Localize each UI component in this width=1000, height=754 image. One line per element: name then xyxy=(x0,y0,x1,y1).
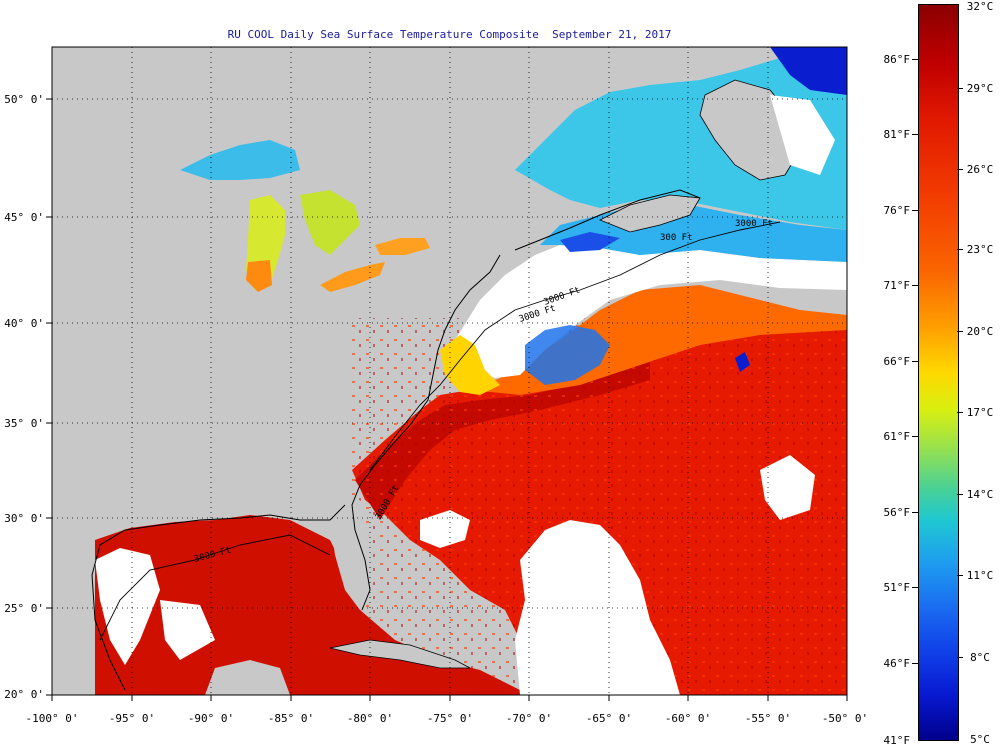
fahrenheit-label: 61°F xyxy=(883,430,911,443)
gulf-cloud-gap xyxy=(95,548,160,665)
florida-land xyxy=(330,500,372,610)
lon-label: -80° 0' xyxy=(346,712,394,725)
map-title: RU COOL Daily Sea Surface Temperature Co… xyxy=(227,28,672,41)
lat-label: 45° 0' xyxy=(4,211,44,224)
celsius-tick xyxy=(957,575,963,576)
fahrenheit-label: 41°F xyxy=(883,734,911,747)
fahrenheit-label: 51°F xyxy=(883,581,911,594)
fahrenheit-tick xyxy=(912,134,918,135)
lon-label: -50° 0' xyxy=(821,712,869,725)
scotian-cold-patch xyxy=(560,232,620,252)
isobath-3000ft xyxy=(369,221,781,471)
fahrenheit-label: 86°F xyxy=(883,53,911,66)
lon-label: -55° 0' xyxy=(744,712,792,725)
lat-label: 35° 0' xyxy=(4,417,44,430)
lon-label: -75° 0' xyxy=(426,712,474,725)
ne-atlantic-cloud xyxy=(770,95,835,175)
celsius-tick xyxy=(957,249,963,250)
celsius-tick xyxy=(957,657,963,658)
isobath-label: 300 Ft xyxy=(660,233,693,243)
sargasso-cloud-gap xyxy=(515,520,680,695)
east-atlantic-cloud xyxy=(760,455,815,520)
yucatan-channel-cloud xyxy=(160,600,215,660)
yucatan-land xyxy=(205,660,290,695)
fahrenheit-label: 71°F xyxy=(883,279,911,292)
fahrenheit-label: 46°F xyxy=(883,657,911,670)
gulf-coastline xyxy=(91,504,346,691)
lake-ontario xyxy=(375,238,430,255)
graticule xyxy=(52,47,847,695)
celsius-label: 17°C xyxy=(966,406,994,419)
fahrenheit-label: 56°F xyxy=(883,506,911,519)
lake-huron xyxy=(300,190,360,255)
nova-scotia-land xyxy=(599,194,701,233)
lake-superior xyxy=(180,140,300,180)
celsius-label: 11°C xyxy=(966,569,994,582)
fahrenheit-tick xyxy=(912,361,918,362)
fahrenheit-label: 76°F xyxy=(883,204,911,217)
lon-label: -70° 0' xyxy=(505,712,553,725)
fahrenheit-tick xyxy=(912,285,918,286)
lat-label: 50° 0' xyxy=(4,93,44,106)
gulf-isobath xyxy=(99,534,331,641)
celsius-label: 14°C xyxy=(966,488,994,501)
lat-label: 25° 0' xyxy=(4,602,44,615)
lon-label: -90° 0' xyxy=(187,712,235,725)
maritime-coastline xyxy=(514,189,701,251)
celsius-label: 20°C xyxy=(966,325,994,338)
fahrenheit-tick xyxy=(912,663,918,664)
celsius-label: 26°C xyxy=(966,163,994,176)
lat-label: 20° 0' xyxy=(4,688,44,701)
lat-label: 40° 0' xyxy=(4,317,44,330)
mid-atlantic-shelf-cloud xyxy=(455,245,847,378)
lon-label: -60° 0' xyxy=(664,712,712,725)
lon-label: -85° 0' xyxy=(267,712,315,725)
celsius-label: 5°C xyxy=(970,733,990,746)
lat-label: 30° 0' xyxy=(4,512,44,525)
celsius-label: 23°C xyxy=(966,243,994,256)
celsius-label: 8°C xyxy=(970,651,990,664)
nearshore-yellow-water xyxy=(440,335,500,395)
fahrenheit-label: 66°F xyxy=(883,355,911,368)
frame-ticks xyxy=(46,98,848,701)
shelf-cold-water xyxy=(525,325,610,385)
temperature-colorbar xyxy=(918,4,959,741)
lon-label: -65° 0' xyxy=(585,712,633,725)
fahrenheit-tick xyxy=(912,59,918,60)
us-east-coastline xyxy=(351,254,501,611)
celsius-label: 32°C xyxy=(966,0,994,13)
lake-erie xyxy=(320,262,385,292)
lake-michigan-south xyxy=(246,260,272,292)
celsius-tick xyxy=(957,88,963,89)
celsius-tick xyxy=(957,169,963,170)
fahrenheit-tick xyxy=(912,512,918,513)
lon-label: -95° 0' xyxy=(108,712,156,725)
fahrenheit-label: 81°F xyxy=(883,128,911,141)
labrador-cold-water xyxy=(770,47,847,95)
fahrenheit-tick xyxy=(912,587,918,588)
celsius-tick xyxy=(957,412,963,413)
fahrenheit-tick xyxy=(912,210,918,211)
celsius-tick xyxy=(957,331,963,332)
celsius-label: 29°C xyxy=(966,82,994,95)
cold-eddy xyxy=(735,352,750,372)
lon-label: -100° 0' xyxy=(25,712,79,725)
celsius-tick xyxy=(957,494,963,495)
bahamas-cloud-gap xyxy=(420,510,470,548)
cuba-land xyxy=(329,639,471,669)
isobath-label: 3000 Ft xyxy=(735,219,773,229)
fahrenheit-tick xyxy=(912,436,918,437)
